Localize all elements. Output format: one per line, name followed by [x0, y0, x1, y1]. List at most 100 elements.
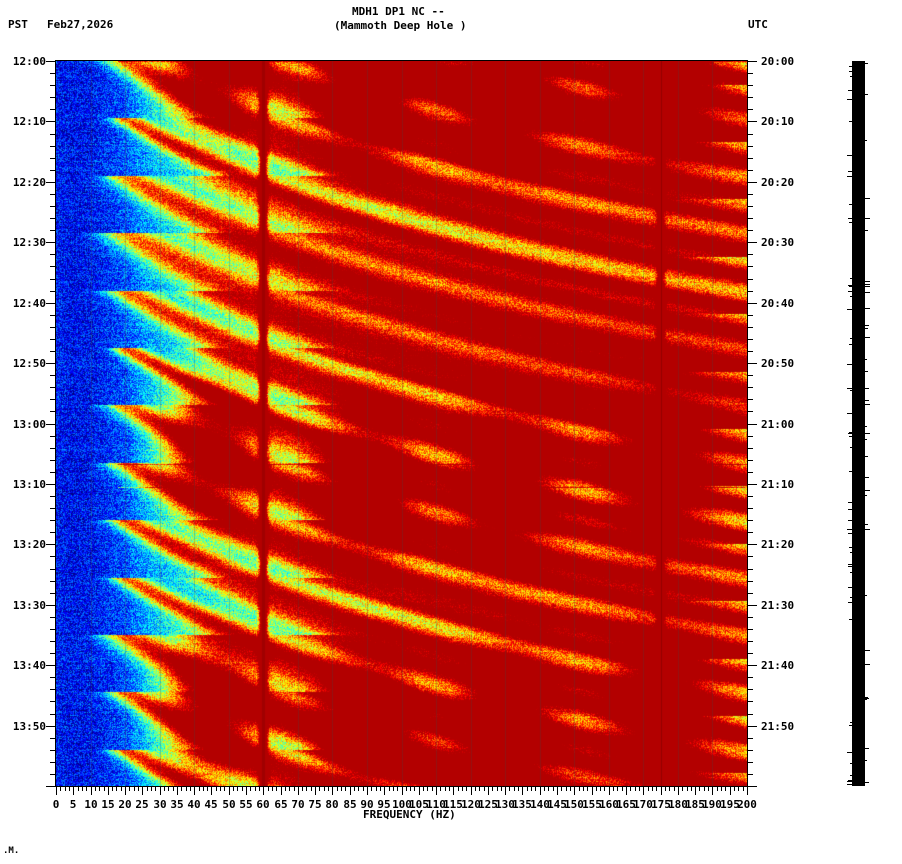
frequency-minor-tick	[600, 786, 601, 791]
right-minor-tick	[747, 738, 753, 739]
frequency-minor-tick	[99, 786, 100, 791]
left-minor-tick	[50, 617, 56, 618]
frequency-tick-label: 5	[69, 798, 77, 811]
left-minor-tick	[50, 448, 56, 449]
frequency-minor-tick	[393, 786, 394, 791]
frequency-minor-tick	[708, 786, 709, 791]
right-major-tick	[747, 303, 757, 304]
left-major-tick	[46, 121, 56, 122]
frequency-tick-label: 10	[84, 798, 98, 811]
right-minor-tick	[747, 701, 753, 702]
right-minor-tick	[747, 677, 753, 678]
frequency-minor-tick	[648, 786, 649, 791]
frequency-minor-tick	[665, 786, 666, 791]
frequency-major-tick	[626, 786, 627, 795]
frequency-minor-tick	[147, 786, 148, 791]
right-minor-tick	[747, 266, 753, 267]
frequency-tick-label: 185	[685, 798, 705, 811]
frequency-minor-tick	[285, 786, 286, 791]
frequency-minor-tick	[466, 786, 467, 791]
saturation-strip-notch	[847, 781, 852, 782]
frequency-minor-tick	[276, 786, 277, 791]
left-major-tick	[46, 484, 56, 485]
right-major-tick	[747, 61, 757, 62]
frequency-minor-tick	[129, 786, 130, 791]
frequency-minor-tick	[363, 786, 364, 791]
saturation-strip-notch	[865, 286, 870, 287]
frequency-minor-tick	[561, 786, 562, 791]
right-minor-tick	[747, 291, 753, 292]
left-minor-tick	[50, 230, 56, 231]
frequency-major-tick	[246, 786, 247, 795]
frequency-minor-tick	[220, 786, 221, 791]
frequency-minor-tick	[635, 786, 636, 791]
saturation-strip-notch	[848, 171, 852, 172]
left-time-label: 13:20	[12, 538, 46, 551]
frequency-major-tick	[108, 786, 109, 795]
frequency-major-tick	[263, 786, 264, 795]
left-minor-tick	[50, 569, 56, 570]
saturation-strip-notch	[848, 533, 852, 534]
left-major-tick	[46, 424, 56, 425]
frequency-major-tick	[557, 786, 558, 795]
saturation-strip-notch	[848, 564, 852, 565]
left-minor-tick	[50, 581, 56, 582]
saturation-strip-notch	[849, 344, 852, 345]
saturation-strip-notch	[847, 364, 852, 365]
left-minor-tick	[50, 460, 56, 461]
frequency-tick-label: 75	[308, 798, 322, 811]
frequency-minor-tick	[501, 786, 502, 791]
left-minor-tick	[50, 327, 56, 328]
right-time-label: 21:20	[761, 538, 795, 551]
frequency-minor-tick	[717, 786, 718, 791]
left-minor-tick	[50, 496, 56, 497]
right-major-tick	[747, 786, 757, 787]
saturation-strip-notch	[865, 524, 868, 525]
frequency-minor-tick	[630, 786, 631, 791]
left-minor-tick	[50, 689, 56, 690]
frequency-minor-tick	[173, 786, 174, 791]
right-major-tick	[747, 544, 757, 545]
right-minor-tick	[747, 327, 753, 328]
saturation-strip-notch	[847, 155, 852, 156]
saturation-strip-notch	[848, 509, 852, 510]
spectrogram-plot-area[interactable]	[56, 61, 747, 786]
frequency-minor-tick	[475, 786, 476, 791]
frequency-minor-tick	[479, 786, 480, 791]
left-minor-tick	[50, 387, 56, 388]
frequency-major-tick	[125, 786, 126, 795]
frequency-minor-tick	[738, 786, 739, 791]
saturation-strip-notch	[865, 281, 870, 282]
frequency-minor-tick	[484, 786, 485, 791]
frequency-major-tick	[592, 786, 593, 795]
left-time-label: 13:10	[12, 478, 46, 491]
frequency-major-tick	[402, 786, 403, 795]
spectrogram-canvas[interactable]	[56, 61, 747, 786]
right-minor-tick	[747, 134, 753, 135]
right-minor-tick	[747, 689, 753, 690]
timezone-right-label: UTC	[748, 18, 768, 31]
frequency-tick-label: 175	[651, 798, 671, 811]
frequency-tick-label: 120	[461, 798, 481, 811]
frequency-minor-tick	[432, 786, 433, 791]
frequency-minor-tick	[514, 786, 515, 791]
frequency-minor-tick	[445, 786, 446, 791]
saturation-strip-notch	[865, 218, 870, 219]
saturation-strip-notch	[865, 284, 870, 285]
frequency-major-tick	[540, 786, 541, 795]
corner-artifact-mark: .M.	[3, 846, 20, 856]
saturation-strip-notch	[865, 595, 867, 596]
right-time-label: 20:20	[761, 176, 795, 189]
left-minor-tick	[50, 750, 56, 751]
saturation-strip-notch	[865, 308, 870, 309]
saturation-strip-notch	[865, 359, 867, 360]
right-major-tick	[747, 424, 757, 425]
frequency-tick-label: 155	[582, 798, 602, 811]
frequency-major-tick	[281, 786, 282, 795]
right-minor-tick	[747, 520, 753, 521]
frequency-major-tick	[695, 786, 696, 795]
frequency-minor-tick	[725, 786, 726, 791]
frequency-tick-label: 200	[737, 798, 757, 811]
saturation-strip-notch	[849, 547, 852, 548]
frequency-tick-label: 0	[52, 798, 60, 811]
